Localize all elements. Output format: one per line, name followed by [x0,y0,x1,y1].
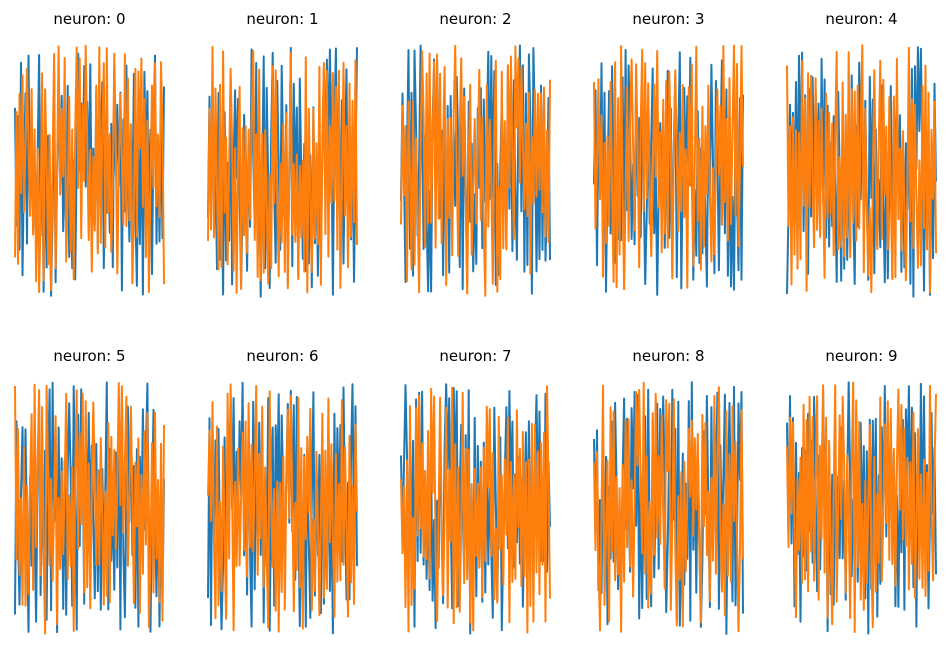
panel-1: neuron: 1 [207,10,358,298]
panel-title-7: neuron: 7 [439,347,511,365]
series-line-6-1 [207,383,358,633]
panel-7: neuron: 7 [400,347,551,635]
series-line-0-1 [14,44,165,294]
panel-4: neuron: 4 [786,10,937,298]
panel-title-0: neuron: 0 [53,10,125,28]
panel-8: neuron: 8 [593,347,744,635]
panel-title-9: neuron: 9 [825,347,897,365]
panel-title-5: neuron: 5 [53,347,125,365]
panel-2: neuron: 2 [400,10,551,297]
panel-3: neuron: 3 [593,10,744,296]
panel-title-8: neuron: 8 [632,347,704,365]
series-line-4-1 [786,44,937,294]
series-line-8-1 [593,381,744,633]
panel-title-3: neuron: 3 [632,10,704,28]
panel-title-4: neuron: 4 [825,10,897,28]
series-line-9-1 [786,381,937,633]
series-line-3-1 [593,44,744,291]
panel-title-6: neuron: 6 [246,347,318,365]
panel-title-1: neuron: 1 [246,10,318,28]
panel-0: neuron: 0 [14,10,165,297]
panel-9: neuron: 9 [786,347,937,635]
series-line-1-1 [207,45,358,294]
series-line-5-1 [14,382,165,635]
panel-6: neuron: 6 [207,347,358,635]
panel-5: neuron: 5 [14,347,165,635]
series-line-0-0 [14,52,165,297]
series-line-2-1 [400,44,551,297]
panel-title-2: neuron: 2 [439,10,511,28]
series-line-7-1 [400,385,551,634]
